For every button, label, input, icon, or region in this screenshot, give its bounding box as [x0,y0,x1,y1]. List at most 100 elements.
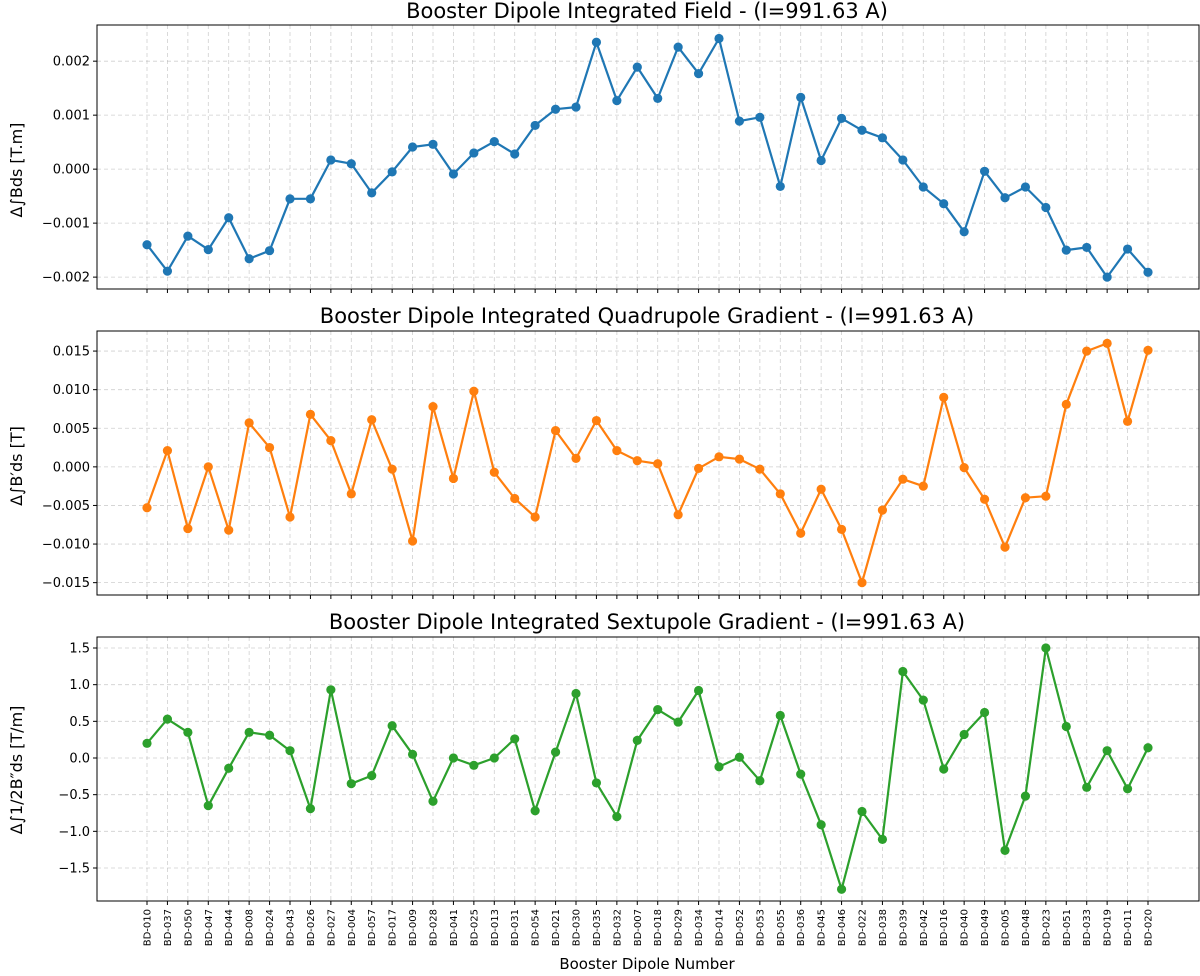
data-point [183,524,193,534]
x-tick-label: BD-031 [510,909,521,946]
data-point [571,688,581,699]
data-point [591,415,602,426]
data-point [244,254,254,264]
data-point [162,266,173,276]
data-point [673,717,683,727]
series-line [146,37,1149,279]
data-point [693,68,704,79]
data-point [612,446,622,456]
data-point [979,707,990,718]
data-point [264,730,275,740]
data-point [693,685,704,696]
x-tick-label: BD-008 [245,909,256,946]
data-point [1061,245,1071,255]
data-point [183,231,193,241]
data-point [530,120,540,131]
series-line [146,646,1149,891]
x-tick-label: BD-025 [469,909,480,946]
x-tick-label: BD-044 [224,909,235,946]
data-point [428,402,438,412]
data-point [591,778,602,788]
y-tick-label: −0.002 [42,271,90,286]
data-point [1082,346,1092,356]
data-point [285,512,295,522]
data-point [203,801,213,811]
data-point [489,753,499,763]
data-point [959,227,969,237]
data-point [407,142,418,152]
x-tick-label: BD-041 [449,909,460,946]
x-tick-label: BD-005 [1001,909,1012,946]
x-tick-label: BD-021 [551,909,562,946]
data-point [407,536,418,546]
x-tick-label: BD-046 [837,909,848,946]
axes-frame [96,330,1200,596]
x-tick-label: BD-013 [490,909,501,946]
y-tick-label: 0.000 [53,163,90,178]
y-tick-label: 0.010 [53,383,90,398]
y-tick-label: 0.015 [53,345,90,360]
data-point [367,771,377,781]
data-point [530,512,540,522]
y-tick-label: 1.0 [69,678,90,693]
x-tick-label: BD-019 [1103,909,1114,946]
data-point [448,473,459,484]
axes-frame [96,24,1200,290]
x-tick-labels: BD-010 BD-037 BD-050 BD-047 BD-044 BD-008 BD-0… [143,909,1155,946]
y-tick-label: 0.0 [69,752,90,767]
data-point [346,779,356,789]
x-tick-label: BD-036 [796,909,807,946]
data-point [1000,193,1010,203]
panel-sextupole-gradient: Booster Dipole Integrated Sextupole Grad… [7,610,1200,905]
data-point [530,806,540,816]
data-point [877,834,888,845]
data-point [326,685,336,695]
data-point [734,752,745,762]
x-tick-label: BD-040 [960,909,971,946]
data-point [142,240,152,250]
data-point [714,452,724,462]
y-axis-label: Δ∫B′ds [T] [7,426,26,506]
x-tick-label: BD-030 [572,909,583,946]
y-tick-label: −1.0 [58,825,90,840]
x-tick-label: BD-043 [286,909,297,946]
x-tick-label: BD-057 [367,909,378,946]
data-point [836,113,847,123]
x-tick-label: BD-045 [817,909,828,946]
data-point [775,181,785,192]
data-point [1000,542,1010,552]
axes-frame [96,636,1200,902]
data-point [734,116,745,126]
data-point [877,133,888,143]
panel-title: Booster Dipole Integrated Sextupole Grad… [329,610,965,634]
series-line [145,342,1150,584]
data-point [1061,721,1071,732]
y-tick-label: −0.001 [42,217,90,232]
data-point [448,169,459,179]
data-point [734,454,745,464]
data-point [1143,345,1153,355]
x-tick-label: BD-014 [715,909,726,946]
x-tick-label: BD-007 [633,909,644,946]
data-point [979,494,990,504]
x-tick-label: BD-009 [408,909,419,946]
data-point [775,489,785,499]
data-point [939,199,949,209]
grid [97,25,1199,289]
data-point [407,749,418,759]
data-point [836,884,847,894]
panel-integrated-field: Booster Dipole Integrated Field - (I=991… [7,0,1200,293]
y-tick-label: −1.5 [58,862,90,877]
data-point [816,484,826,494]
data-point [1041,202,1051,213]
data-point [489,467,499,477]
data-point [1102,338,1112,348]
data-point [305,804,316,814]
grid [97,331,1199,595]
data-point [1082,242,1092,253]
x-tick-label: BD-020 [1144,909,1155,946]
panel-title: Booster Dipole Integrated Quadrupole Gra… [320,304,974,328]
data-point [387,167,397,177]
x-tick-label: BD-018 [653,909,664,946]
